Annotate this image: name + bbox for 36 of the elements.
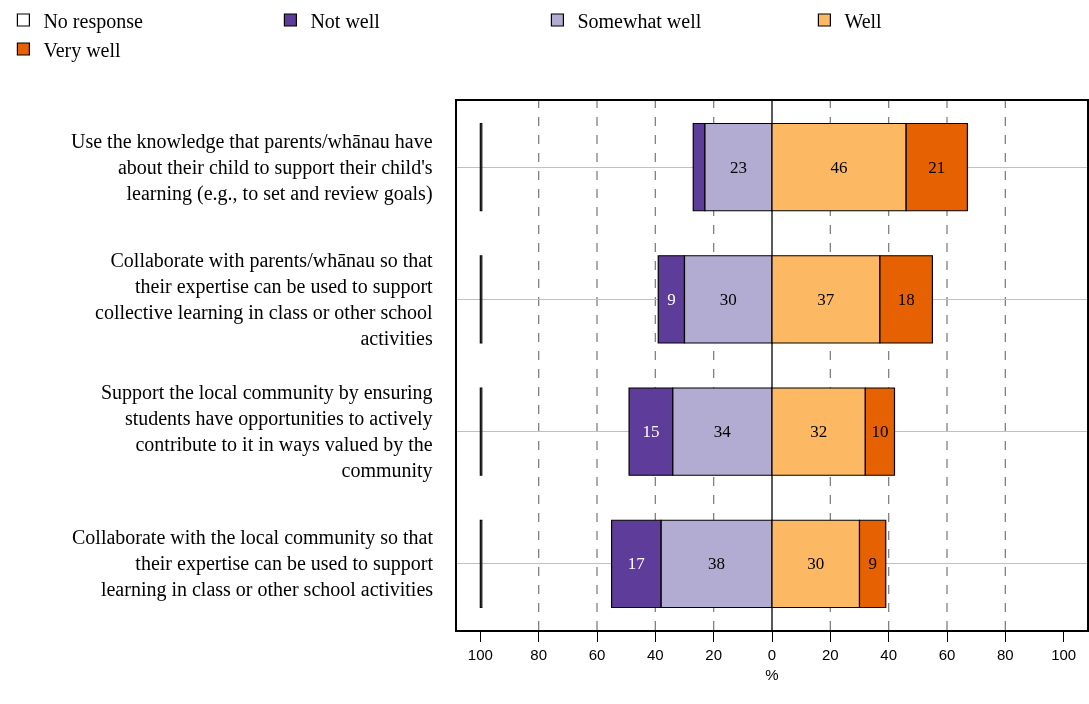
y-tick-label: Use the knowledge that parents/whānau have about their child to support their child's learning (e.g., to set and review goals) bbox=[71, 130, 433, 205]
data-label: 17 bbox=[627, 554, 646, 574]
data-label: 21 bbox=[928, 157, 946, 177]
legend-label: Not well bbox=[310, 9, 381, 32]
data-label: 18 bbox=[897, 289, 915, 309]
data-label: 46 bbox=[830, 157, 848, 177]
legend-label: Well bbox=[844, 9, 883, 32]
y-tick-label: Support the local community by ensuring students have opportunities to actively contribute to it in ways valued by the community bbox=[101, 381, 433, 482]
x-tick-label: 100 bbox=[467, 645, 493, 663]
data-label: 34 bbox=[713, 422, 732, 442]
data-label: 32 bbox=[810, 422, 828, 442]
data-label: 9 bbox=[868, 554, 877, 574]
x-tick-label: 60 bbox=[588, 645, 606, 663]
data-label: 23 bbox=[729, 157, 747, 177]
x-tick-label: 60 bbox=[938, 645, 956, 663]
x-tick-label: 100 bbox=[1051, 645, 1077, 663]
y-tick-label: Collaborate with the local community so that their expertise can be used to support learning in class or other school activities bbox=[72, 526, 434, 601]
data-label: 10 bbox=[871, 422, 889, 442]
data-label: 30 bbox=[719, 289, 737, 309]
x-tick-label: 80 bbox=[996, 645, 1014, 663]
x-tick-label: 20 bbox=[705, 645, 723, 663]
data-label: 30 bbox=[807, 554, 825, 574]
data-label: 9 bbox=[667, 289, 676, 309]
data-label: 15 bbox=[642, 422, 660, 442]
x-tick-label: 0 bbox=[767, 645, 777, 663]
y-tick-label: Collaborate with parents/whānau so that their expertise can be used to support collective learning in class or other school activities bbox=[95, 249, 434, 349]
legend-label: Somewhat well bbox=[577, 9, 702, 32]
x-tick-label: 80 bbox=[530, 645, 548, 663]
x-tick-label: 40 bbox=[646, 645, 664, 663]
x-tick-label: 40 bbox=[880, 645, 898, 663]
legend-label: Very well bbox=[43, 38, 122, 62]
legend-label: No response bbox=[43, 9, 143, 33]
data-label: 38 bbox=[708, 554, 726, 574]
data-label: 37 bbox=[817, 289, 835, 309]
x-tick-label: 20 bbox=[821, 645, 839, 663]
x-axis-title: % bbox=[765, 666, 779, 684]
